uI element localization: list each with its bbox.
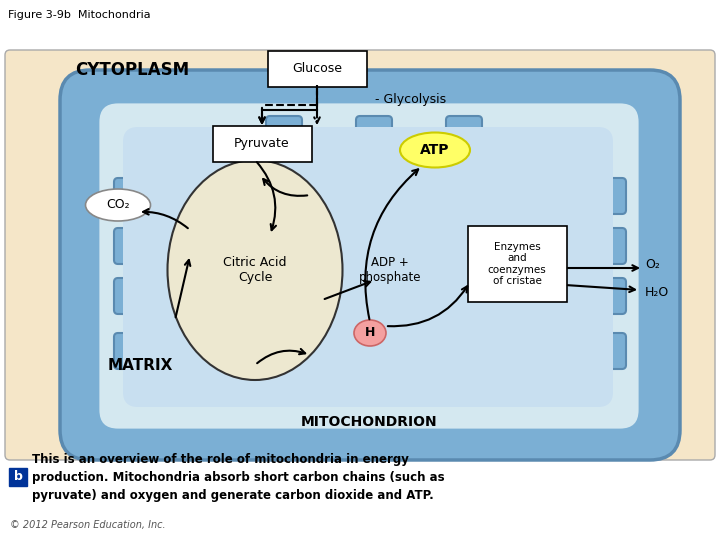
FancyBboxPatch shape <box>580 228 626 264</box>
FancyBboxPatch shape <box>468 226 567 302</box>
Ellipse shape <box>168 160 343 380</box>
FancyBboxPatch shape <box>268 51 367 87</box>
FancyBboxPatch shape <box>580 278 626 314</box>
FancyBboxPatch shape <box>5 50 715 460</box>
FancyBboxPatch shape <box>114 178 160 214</box>
FancyBboxPatch shape <box>9 468 27 486</box>
Ellipse shape <box>354 320 386 346</box>
Ellipse shape <box>400 132 470 167</box>
FancyBboxPatch shape <box>580 333 626 369</box>
Text: CYTOPLASM: CYTOPLASM <box>75 61 189 79</box>
Text: H: H <box>365 327 375 340</box>
Text: O₂: O₂ <box>645 259 660 272</box>
Text: ADP +
phosphate: ADP + phosphate <box>359 256 421 284</box>
Text: - Glycolysis: - Glycolysis <box>375 93 446 106</box>
FancyBboxPatch shape <box>60 70 680 460</box>
Text: © 2012 Pearson Education, Inc.: © 2012 Pearson Education, Inc. <box>10 520 166 530</box>
Text: H₂O: H₂O <box>645 286 670 299</box>
FancyBboxPatch shape <box>580 178 626 214</box>
Text: Enzymes
and
coenzymes
of cristae: Enzymes and coenzymes of cristae <box>487 241 546 286</box>
FancyBboxPatch shape <box>114 228 160 264</box>
FancyBboxPatch shape <box>114 278 160 314</box>
Text: Glucose: Glucose <box>292 63 342 76</box>
Text: MITOCHONDRION: MITOCHONDRION <box>301 415 437 429</box>
Ellipse shape <box>86 189 150 221</box>
Text: ATP: ATP <box>420 143 450 157</box>
FancyBboxPatch shape <box>114 333 160 369</box>
FancyBboxPatch shape <box>446 116 482 154</box>
Text: CO₂: CO₂ <box>106 199 130 212</box>
FancyBboxPatch shape <box>213 126 312 162</box>
Text: b: b <box>14 470 22 483</box>
Text: Citric Acid: Citric Acid <box>223 255 287 268</box>
FancyBboxPatch shape <box>266 116 302 154</box>
Text: MATRIX: MATRIX <box>108 357 174 373</box>
Text: Figure 3-9b  Mitochondria: Figure 3-9b Mitochondria <box>8 10 150 20</box>
FancyBboxPatch shape <box>123 127 613 407</box>
Ellipse shape <box>194 160 544 390</box>
FancyBboxPatch shape <box>98 102 640 430</box>
Text: Pyruvate: Pyruvate <box>234 138 290 151</box>
FancyBboxPatch shape <box>356 116 392 154</box>
Text: This is an overview of the role of mitochondria in energy
production. Mitochondr: This is an overview of the role of mitoc… <box>32 453 445 502</box>
Text: Cycle: Cycle <box>238 272 272 285</box>
